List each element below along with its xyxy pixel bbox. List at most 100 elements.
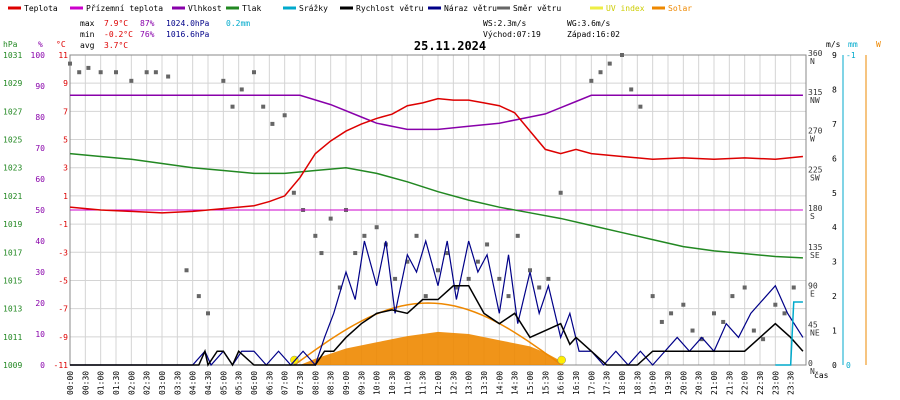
wind-dir-point: [466, 276, 471, 281]
wind-dir-point: [230, 104, 235, 109]
wind-dir-point: [629, 87, 634, 92]
wind-dir-point: [77, 70, 82, 75]
wind-dir-point: [537, 285, 542, 290]
tick-pct: 80: [35, 113, 45, 122]
tick-time: 08:30: [327, 371, 336, 395]
tick-time: 06:30: [265, 371, 274, 395]
tick-wind-dir-letter: N: [810, 367, 815, 376]
legend-label-6: Náraz větru: [444, 4, 497, 13]
wind-dir-point: [282, 113, 287, 118]
wind-dir-point: [607, 61, 612, 66]
tick-w: 900: [883, 0, 898, 2]
wind-dir-point: [423, 294, 428, 299]
wind-dir-point: [589, 78, 594, 83]
tick-time: 02:30: [143, 371, 152, 395]
tick-wind-dir: 45: [808, 320, 818, 329]
stat-max-press: 1024.0hPa: [166, 19, 210, 28]
tick-hpa: 1019: [3, 220, 22, 229]
tick-hpa: 1009: [3, 361, 22, 370]
wind-dir-point: [291, 190, 296, 195]
tick-pct: 60: [35, 175, 45, 184]
tick-time: 00:00: [66, 371, 75, 395]
wind-dir-point: [252, 70, 256, 75]
tick-pct: 70: [35, 144, 45, 153]
tick-time: 09:30: [357, 371, 366, 395]
tick-ms: 2: [832, 292, 837, 301]
tick-wind-dir: 360: [808, 49, 823, 58]
tick-wind-dir-letter: NW: [810, 96, 820, 105]
stat-min-press: 1016.6hPa: [166, 30, 210, 39]
tick-time: 07:00: [281, 371, 290, 395]
tick-wind-dir: 270: [808, 127, 823, 136]
axis-unit-hpa: hPa: [3, 40, 18, 49]
tick-time: 04:30: [204, 371, 213, 395]
tick-ms: 3: [832, 258, 837, 267]
legend-label-1: Přízemní teplota: [86, 4, 163, 13]
tick-wind-dir-letter: NE: [810, 328, 820, 337]
tick-degc: -3: [58, 248, 68, 257]
tick-degc: -5: [58, 276, 68, 285]
tick-time: 12:30: [449, 371, 458, 395]
axis-unit-degc: °C: [56, 40, 66, 49]
tick-w: 300: [883, 0, 898, 2]
tick-w: 750: [883, 0, 898, 2]
legend-label-5: Rychlost větru: [356, 4, 424, 13]
wind-dir-point: [620, 53, 624, 57]
tick-wind-dir: 135: [808, 243, 823, 252]
legend-label-7: Směr větru: [513, 4, 561, 13]
wind-dir-point: [393, 276, 398, 281]
tick-time: 11:00: [403, 371, 412, 395]
tick-degc: 9: [63, 79, 68, 88]
tick-time: 19:30: [664, 371, 673, 395]
wind-dir-point: [546, 276, 551, 281]
wind-dir-point: [221, 78, 226, 83]
wind-dir-point: [144, 70, 149, 75]
tick-time: 00:30: [81, 371, 90, 395]
wind-dir-point: [475, 259, 480, 264]
wind-gust-avg: WG:3.6m/s: [567, 19, 611, 28]
tick-wind-dir: 225: [808, 165, 823, 174]
tick-wind-dir: 90: [808, 282, 818, 291]
tick-time: 21:30: [725, 371, 734, 395]
wind-dir-point: [699, 337, 704, 342]
tick-mm: -1: [846, 51, 856, 60]
tick-time: 18:30: [633, 371, 642, 395]
wind-dir-point: [270, 121, 275, 126]
series-vlhkost: [70, 94, 803, 131]
stat-max-rain: 0.2mm: [226, 19, 250, 28]
stat-min-hum: 76%: [140, 30, 155, 39]
wind-dir-point: [362, 233, 367, 238]
tick-degc: -9: [58, 333, 68, 342]
tick-wind-dir-letter: E: [810, 290, 815, 299]
tick-degc: 11: [58, 51, 68, 60]
tick-w: 150: [883, 0, 898, 2]
tick-hpa: 1021: [3, 192, 22, 201]
tick-degc: 3: [63, 164, 68, 173]
wind-dir-point: [239, 87, 244, 92]
tick-time: 05:00: [219, 371, 228, 395]
tick-pct: 50: [35, 206, 45, 215]
tick-hpa: 1011: [3, 333, 22, 342]
wind-dir-point: [751, 328, 756, 333]
sunset-marker: [557, 355, 566, 365]
tick-degc: 7: [63, 107, 68, 116]
wind-dir-point: [598, 70, 603, 75]
legend: Teplota Přízemní teplota Vlhkost Tlak Srážky…: [8, 4, 692, 13]
wind-dir-point: [436, 268, 440, 273]
tick-ms: 8: [832, 85, 837, 94]
stats-block: max 7.9°C 87% 1024.0hPa 0.2mm min -0.2°C 76% 101…: [80, 19, 250, 50]
tick-hpa: 1023: [3, 164, 22, 173]
tick-time: 08:00: [311, 371, 320, 395]
tick-ms: 4: [832, 223, 837, 232]
tick-ms: 5: [832, 189, 837, 198]
series-teplota: [69, 97, 804, 214]
wind-dir-point: [68, 61, 72, 66]
tick-hpa: 1031: [3, 51, 22, 60]
stat-min-label: min: [80, 30, 95, 39]
tick-time: 17:00: [587, 371, 596, 395]
tick-time: 23:30: [787, 371, 796, 395]
tick-w: 1350: [878, 0, 897, 2]
tick-time: 19:00: [649, 371, 658, 395]
wind-dir-point: [659, 319, 664, 324]
tick-pct: 10: [35, 330, 45, 339]
